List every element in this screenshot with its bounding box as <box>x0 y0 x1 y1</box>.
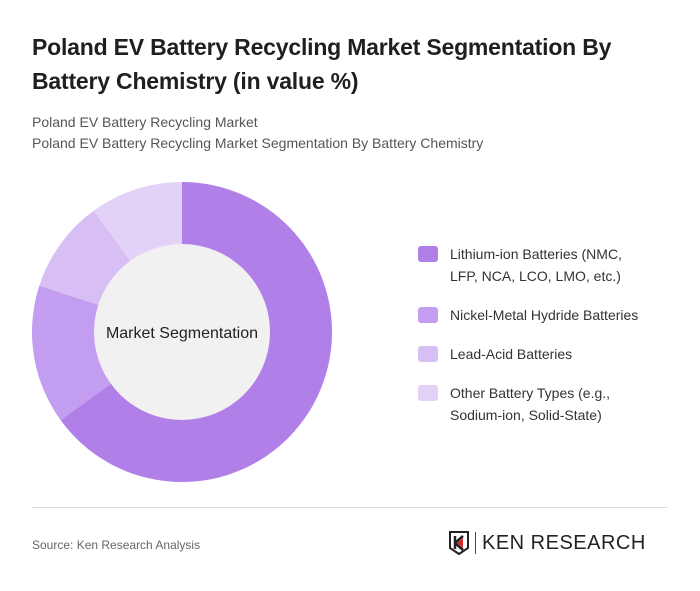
legend-label: Nickel-Metal Hydride Batteries <box>450 307 639 323</box>
legend-label: LFP, NCA, LCO, LMO, etc.) <box>450 268 621 284</box>
legend-swatch <box>418 246 438 262</box>
subtitle-2: Poland EV Battery Recycling Market Segme… <box>32 135 484 151</box>
chart-title: Poland EV Battery Recycling Market Segme… <box>32 34 612 94</box>
ken-research-logo: KEN RESEARCH <box>448 530 646 556</box>
divider <box>32 507 668 508</box>
legend-label: Sodium-ion, Solid-State) <box>450 407 602 423</box>
legend-item-other: Other Battery Types (e.g., Sodium-ion, So… <box>418 382 693 426</box>
legend-item-lithium-ion: Lithium-ion Batteries (NMC, LFP, NCA, LCO… <box>418 243 693 287</box>
legend-swatch <box>418 346 438 362</box>
legend: Lithium-ion Batteries (NMC, LFP, NCA, LCO… <box>418 243 693 443</box>
legend-label: Other Battery Types (e.g., <box>450 385 611 401</box>
logo-icon <box>449 531 469 556</box>
logo-text: KEN RESEARCH <box>482 531 646 554</box>
legend-label: Lead-Acid Batteries <box>450 346 573 362</box>
logo-separator <box>475 532 476 554</box>
legend-swatch <box>418 385 438 401</box>
source-note: Source: Ken Research Analysis <box>32 538 201 552</box>
donut-chart: Market Segmentation <box>32 182 333 483</box>
chart-header: Poland EV Battery Recycling Market Segme… <box>32 30 692 154</box>
legend-swatch <box>418 307 438 323</box>
donut-hole <box>94 244 270 420</box>
legend-item-nimh: Nickel-Metal Hydride Batteries <box>418 304 693 326</box>
legend-label: Lithium-ion Batteries (NMC, <box>450 246 622 262</box>
center-label: Market Segmentation <box>106 325 258 342</box>
subtitle-1: Poland EV Battery Recycling Market <box>32 114 258 130</box>
legend-item-lead-acid: Lead-Acid Batteries <box>418 343 693 365</box>
